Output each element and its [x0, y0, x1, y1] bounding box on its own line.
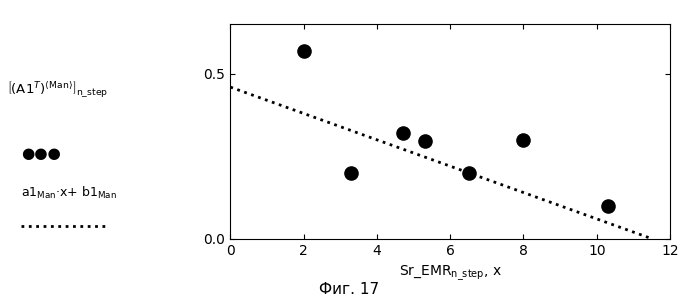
Point	[298, 48, 309, 53]
Point	[463, 170, 474, 175]
Point	[419, 139, 430, 144]
Text: Фиг. 17: Фиг. 17	[319, 282, 379, 297]
Text: a1$_{\mathrm{Man}}$·x+ b1$_{\mathrm{Man}}$: a1$_{\mathrm{Man}}$·x+ b1$_{\mathrm{Man}…	[21, 185, 117, 201]
Text: ●●●: ●●●	[21, 145, 61, 161]
Point	[602, 203, 614, 208]
X-axis label: Sr_EMR$_{\mathregular{n\_step}}$, x: Sr_EMR$_{\mathregular{n\_step}}$, x	[399, 263, 502, 282]
Point	[397, 131, 408, 136]
Text: $\left[\left(\mathrm{A1}^T\right)^{\langle\mathrm{Man}\rangle}\right]_{\mathrm{n: $\left[\left(\mathrm{A1}^T\right)^{\lang…	[7, 80, 108, 99]
Point	[518, 137, 529, 142]
Point	[346, 170, 357, 175]
